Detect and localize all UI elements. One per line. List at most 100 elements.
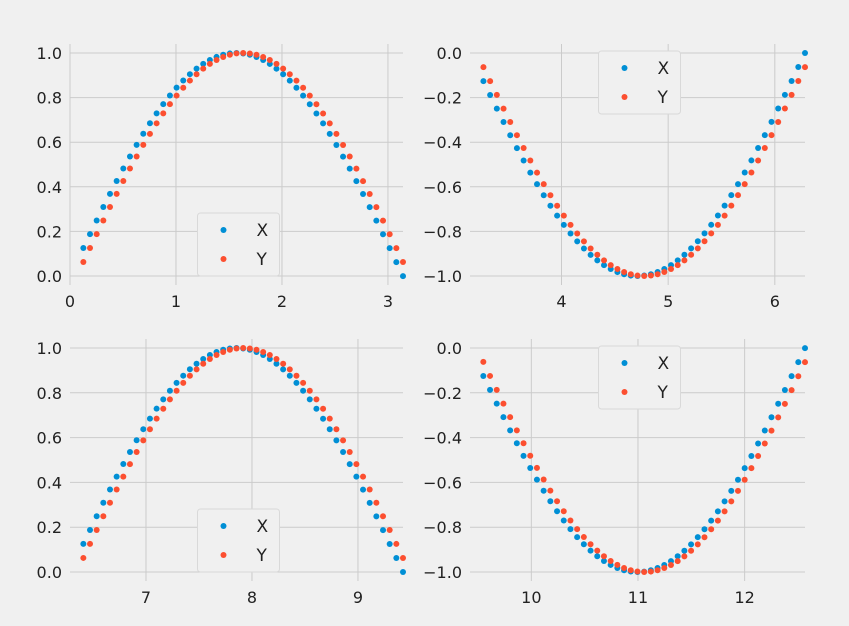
legend-box bbox=[598, 50, 681, 115]
data-point-Y bbox=[193, 366, 200, 373]
data-point-Y bbox=[567, 221, 574, 228]
data-point-X bbox=[153, 405, 160, 412]
data-point-X bbox=[360, 486, 367, 493]
legend-marker-Y bbox=[220, 552, 227, 558]
data-point-X bbox=[353, 473, 360, 480]
data-point-Y bbox=[600, 553, 607, 560]
data-point-Y bbox=[400, 554, 406, 561]
data-point-X bbox=[775, 105, 782, 112]
data-point-Y bbox=[694, 245, 701, 252]
y-tick-label: 0.0 bbox=[37, 563, 62, 582]
data-point-X bbox=[380, 527, 387, 534]
data-point-Y bbox=[788, 91, 795, 98]
legend-label: Y bbox=[657, 383, 669, 403]
data-point-X bbox=[701, 230, 708, 237]
data-point-X bbox=[594, 553, 601, 560]
data-point-Y bbox=[166, 396, 173, 403]
data-point-X bbox=[694, 238, 701, 245]
data-point-Y bbox=[373, 204, 380, 211]
data-point-Y bbox=[220, 53, 227, 60]
data-point-Y bbox=[353, 461, 360, 468]
data-point-X bbox=[326, 426, 333, 433]
data-point-Y bbox=[133, 448, 140, 455]
y-tick-label: 0.2 bbox=[37, 518, 62, 537]
data-point-Y bbox=[213, 352, 220, 359]
y-tick-label: 0.8 bbox=[37, 384, 62, 403]
y-tick-label: −0.8 bbox=[423, 518, 462, 537]
data-point-X bbox=[520, 452, 527, 459]
data-point-Y bbox=[260, 348, 267, 355]
x-tick-label: 11 bbox=[628, 588, 648, 607]
y-tick-label: 0.4 bbox=[37, 178, 62, 197]
data-point-Y bbox=[326, 415, 333, 422]
data-point-Y bbox=[594, 547, 601, 554]
data-point-X bbox=[755, 144, 762, 151]
data-point-X bbox=[173, 84, 180, 91]
data-point-Y bbox=[708, 526, 715, 533]
data-point-Y bbox=[373, 499, 380, 506]
data-point-Y bbox=[647, 272, 654, 279]
data-point-X bbox=[580, 541, 587, 548]
data-point-X bbox=[781, 387, 788, 394]
data-point-X bbox=[340, 153, 347, 160]
data-point-Y bbox=[533, 464, 540, 471]
data-point-Y bbox=[306, 387, 313, 394]
data-point-X bbox=[567, 230, 574, 237]
data-point-X bbox=[126, 448, 133, 455]
data-point-X bbox=[300, 387, 307, 394]
data-point-Y bbox=[607, 262, 614, 269]
data-point-X bbox=[400, 273, 406, 280]
data-point-Y bbox=[500, 105, 507, 112]
data-point-Y bbox=[540, 181, 547, 188]
data-point-X bbox=[748, 452, 755, 459]
legend-label: Y bbox=[657, 88, 669, 108]
data-point-Y bbox=[788, 387, 795, 394]
data-point-Y bbox=[106, 499, 113, 506]
data-point-X bbox=[400, 569, 406, 576]
legend-label: X bbox=[658, 354, 670, 374]
data-point-X bbox=[507, 132, 514, 139]
data-point-Y bbox=[520, 145, 527, 152]
data-point-X bbox=[186, 366, 193, 373]
legend-label: Y bbox=[256, 546, 268, 566]
data-point-X bbox=[728, 192, 735, 199]
data-point-Y bbox=[120, 178, 127, 185]
data-point-X bbox=[775, 400, 782, 407]
data-point-X bbox=[554, 212, 561, 219]
data-point-Y bbox=[547, 487, 554, 494]
data-point-X bbox=[306, 396, 313, 403]
data-point-Y bbox=[106, 204, 113, 211]
data-point-Y bbox=[527, 157, 534, 164]
data-point-Y bbox=[728, 202, 735, 209]
data-point-Y bbox=[286, 71, 293, 78]
data-point-X bbox=[320, 120, 327, 127]
data-point-Y bbox=[146, 426, 153, 433]
y-tick-label: 0.0 bbox=[437, 339, 462, 358]
y-tick-label: 1.0 bbox=[37, 339, 62, 358]
legend-marker-X bbox=[220, 523, 227, 529]
data-point-Y bbox=[246, 50, 253, 57]
data-point-Y bbox=[674, 262, 681, 269]
data-point-Y bbox=[513, 427, 520, 434]
data-point-Y bbox=[667, 561, 674, 568]
data-point-X bbox=[761, 132, 768, 139]
data-point-X bbox=[487, 386, 494, 393]
panel-bottom-left: 0.0 0.2 0.4 0.6 0.8 1.0 7 8 9 XY bbox=[37, 339, 406, 607]
data-point-Y bbox=[353, 165, 360, 172]
data-point-Y bbox=[802, 359, 808, 366]
data-point-Y bbox=[574, 230, 581, 237]
data-point-Y bbox=[701, 238, 708, 245]
data-point-Y bbox=[493, 386, 500, 393]
legend-label: X bbox=[257, 221, 269, 241]
legend-marker-Y bbox=[621, 94, 628, 100]
y-tick-label: −0.2 bbox=[423, 384, 462, 403]
y-tick-label: 0.2 bbox=[37, 222, 62, 241]
series-X bbox=[80, 50, 406, 280]
data-point-Y bbox=[240, 345, 247, 351]
data-point-X bbox=[540, 192, 547, 199]
data-point-Y bbox=[661, 565, 668, 572]
data-point-X bbox=[768, 414, 775, 421]
data-point-X bbox=[353, 178, 360, 185]
data-point-X bbox=[788, 77, 795, 84]
